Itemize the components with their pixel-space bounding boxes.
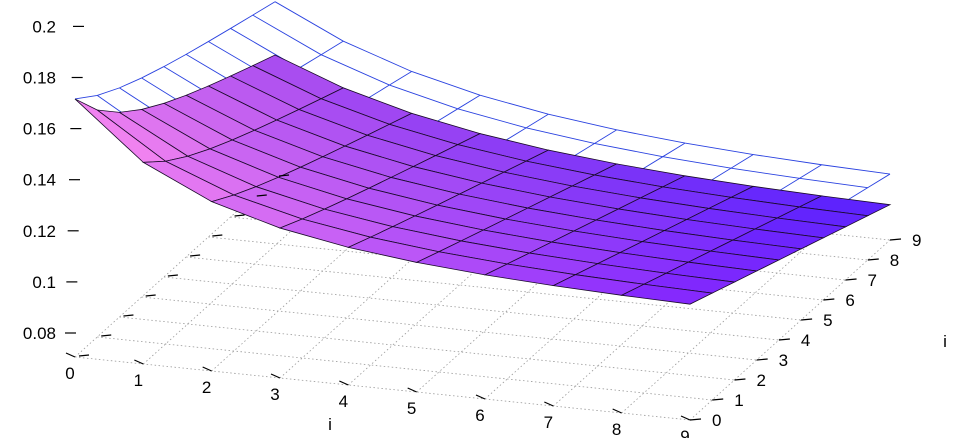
y-tick-label: 3 [779, 351, 788, 370]
x-tick-label: 5 [407, 399, 416, 418]
y-tick [778, 338, 790, 341]
x-tick [270, 373, 281, 379]
grid-line-y [163, 276, 779, 341]
grid-line-y [97, 336, 713, 401]
y-tick [867, 258, 879, 261]
left-edge-tick [278, 174, 290, 177]
x-tick [680, 415, 691, 421]
y-tick [734, 378, 746, 381]
y-tick [756, 358, 768, 361]
grid-line-y [186, 256, 802, 321]
y-tick [889, 238, 902, 241]
surface-cell [620, 283, 714, 305]
left-edge-tick [256, 194, 267, 197]
y-axis-label: i [943, 332, 947, 351]
grid-line-y [119, 316, 735, 381]
z-tick-label: 0.14 [23, 171, 56, 190]
grid-line-y [141, 296, 757, 361]
x-tick [134, 359, 144, 365]
y-tick [801, 318, 813, 321]
wire-line [274, 1, 891, 175]
x-tick [475, 394, 486, 400]
x-tick-label: 6 [475, 406, 484, 425]
left-edge-tick [190, 254, 201, 257]
grid-line-x [621, 232, 822, 414]
x-tick [544, 401, 554, 407]
y-tick-label: 1 [734, 391, 743, 410]
x-tick [339, 380, 349, 386]
z-tick-label: 0.2 [32, 17, 56, 36]
y-tick-label: 4 [801, 331, 810, 350]
y-tick [845, 278, 857, 281]
x-tick [612, 408, 622, 414]
y-tick [689, 418, 702, 421]
z-tick-label: 0.16 [23, 120, 56, 139]
axes: i i 0 1 2 3 4 5 6 7 8 901234567890.20.180.160.140… [23, 17, 947, 438]
left-edge-tick [167, 274, 178, 277]
y-tick-label: 6 [845, 291, 854, 310]
y-tick-label: 0 [712, 411, 721, 430]
z-tick-label: 0.18 [23, 69, 56, 88]
left-edge-tick [234, 214, 245, 217]
y-tick-label: 9 [912, 231, 921, 250]
y-tick-label: 2 [756, 371, 765, 390]
left-edge-tick [212, 234, 223, 237]
surface [74, 54, 892, 305]
x-tick-label: 4 [339, 392, 348, 411]
grid-line-y [74, 356, 691, 421]
wire-line [252, 14, 868, 189]
x-tick-label: 2 [202, 378, 211, 397]
y-tick [823, 298, 835, 301]
x-tick-label: 8 [612, 420, 621, 438]
left-edge-tick [101, 334, 112, 337]
x-tick-label: 7 [544, 413, 553, 432]
grid-line-x [689, 239, 891, 421]
x-tick [407, 387, 417, 393]
z-tick-label: 0.08 [23, 324, 56, 343]
x-tick-label: 3 [270, 385, 279, 404]
left-edge-tick [78, 354, 90, 357]
x-tick-label: 0 [65, 364, 74, 383]
x-tick-label: 1 [134, 371, 143, 390]
x-tick [202, 366, 212, 372]
y-tick-label: 7 [868, 271, 877, 290]
y-tick-label: 8 [890, 251, 899, 270]
left-edge-tick [145, 294, 156, 297]
x-tick-label: 9 [680, 427, 689, 438]
y-tick [712, 398, 724, 401]
x-tick [65, 352, 76, 358]
left-edge-tick [123, 314, 134, 317]
z-tick-label: 0.1 [32, 273, 56, 292]
wire-line [74, 1, 276, 100]
y-tick-label: 5 [823, 311, 832, 330]
x-axis-label: i [328, 415, 332, 434]
z-tick-label: 0.12 [23, 222, 56, 241]
